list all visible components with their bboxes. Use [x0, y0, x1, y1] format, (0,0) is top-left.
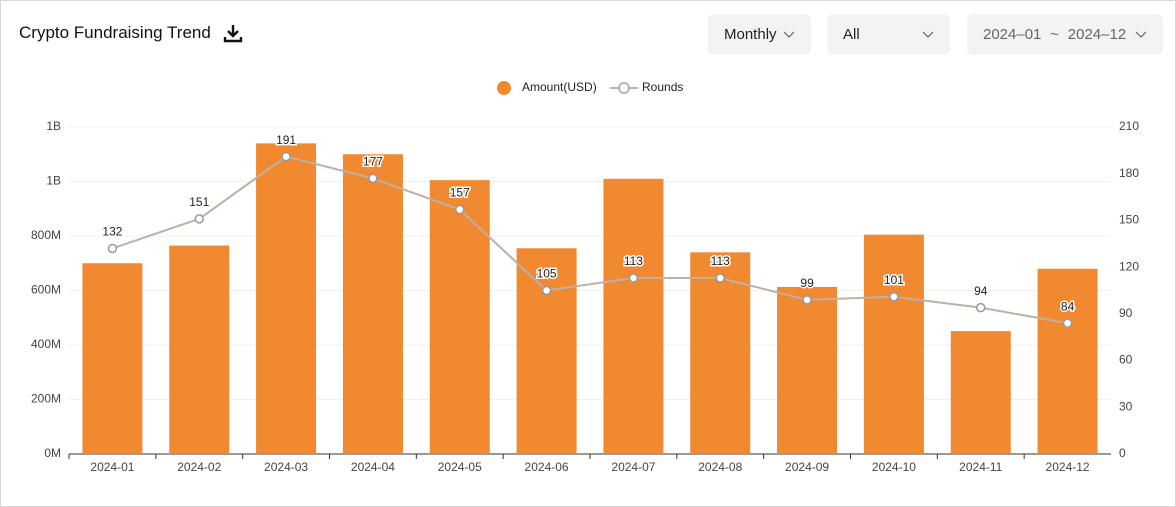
data-label: 105 [537, 267, 557, 281]
bar [429, 180, 490, 454]
data-label: 177 [363, 155, 383, 169]
bar [256, 143, 317, 454]
data-label: 101 [884, 273, 904, 287]
bar [169, 245, 230, 454]
point [368, 173, 378, 184]
legend-swatch [497, 81, 511, 95]
filter-value: All [843, 26, 860, 43]
bar [950, 331, 1011, 454]
bar [603, 178, 664, 454]
date-from: 2024–01 [983, 26, 1042, 43]
data-label: 84 [1061, 299, 1075, 313]
data-label: 132 [102, 225, 122, 239]
y-tick-label: 400M [31, 337, 61, 351]
data-label: 99 [800, 276, 814, 290]
bar [690, 252, 751, 454]
y2-tick-label: 180 [1119, 166, 1139, 180]
bar [777, 286, 838, 454]
y2-tick-label: 210 [1119, 119, 1139, 133]
chevron [1135, 31, 1147, 38]
x-tick-label: 2024-10 [872, 460, 916, 474]
x-tick-label: 2024-01 [90, 460, 134, 474]
data-label: 113 [624, 254, 643, 268]
y-tick-label: 200M [31, 392, 61, 406]
point [194, 214, 204, 224]
filter-select[interactable]: All [827, 14, 950, 55]
x-tick-label: 2024-02 [177, 460, 221, 474]
y2-tick-label: 120 [1119, 259, 1139, 273]
bar [82, 263, 143, 454]
x-tick-label: 2024-12 [1046, 460, 1090, 474]
legend-label: Amount(USD) [522, 80, 597, 94]
y-tick-label: 800M [31, 228, 61, 242]
x-tick-label: 2024-03 [264, 460, 308, 474]
data-label: 94 [974, 284, 988, 298]
point [628, 273, 639, 283]
point [715, 273, 725, 283]
x-tick-label: 2024-09 [785, 460, 829, 474]
y2-tick-label: 60 [1119, 353, 1133, 367]
line [112, 155, 1068, 325]
point [802, 295, 812, 305]
y-tick-label: 600M [31, 283, 61, 297]
data-label: 157 [450, 186, 470, 200]
date-sep: ~ [1050, 26, 1059, 43]
point [1062, 318, 1073, 328]
header: Crypto Fundraising Trend [19, 23, 243, 43]
legend-label: Rounds [642, 80, 683, 94]
y2-tick-label: 0 [1119, 446, 1126, 460]
y2-tick-label: 150 [1119, 213, 1139, 227]
bar [863, 234, 924, 454]
data-label: 151 [189, 195, 209, 209]
legend-swatch [618, 82, 630, 94]
data-label: 191 [276, 133, 296, 147]
point [281, 151, 291, 162]
y2-tick-label: 30 [1119, 399, 1133, 413]
date-to: 2024–12 [1067, 26, 1127, 43]
bar [516, 248, 577, 454]
date-range[interactable]: 2024–01 ~ 2024–12 [967, 14, 1163, 55]
chart-title: Crypto Fundraising Trend [19, 23, 211, 42]
point [107, 243, 118, 254]
x-tick-label: 2024-05 [438, 460, 482, 474]
point [976, 302, 986, 313]
bar [342, 154, 403, 454]
period-value: Monthly [724, 26, 777, 43]
point [455, 204, 465, 215]
period-select[interactable]: Monthly [708, 14, 811, 55]
data-label: 113 [711, 254, 730, 268]
y-tick-label: 0M [44, 446, 61, 460]
x-tick-label: 2024-04 [351, 460, 395, 474]
chevron [922, 31, 934, 38]
x-tick-label: 2024-07 [611, 460, 655, 474]
y-tick-label: 1B [46, 174, 61, 188]
x-tick-label: 2024-06 [525, 460, 569, 474]
x-tick-label: 2024-08 [698, 460, 742, 474]
y-tick-label: 1B [46, 119, 61, 133]
bar [1037, 268, 1098, 454]
download-icon[interactable] [223, 23, 243, 43]
y2-tick-label: 90 [1119, 306, 1133, 320]
x-tick-label: 2024-11 [959, 460, 1002, 474]
point [541, 285, 552, 296]
chevron [783, 31, 795, 38]
point [889, 291, 899, 302]
